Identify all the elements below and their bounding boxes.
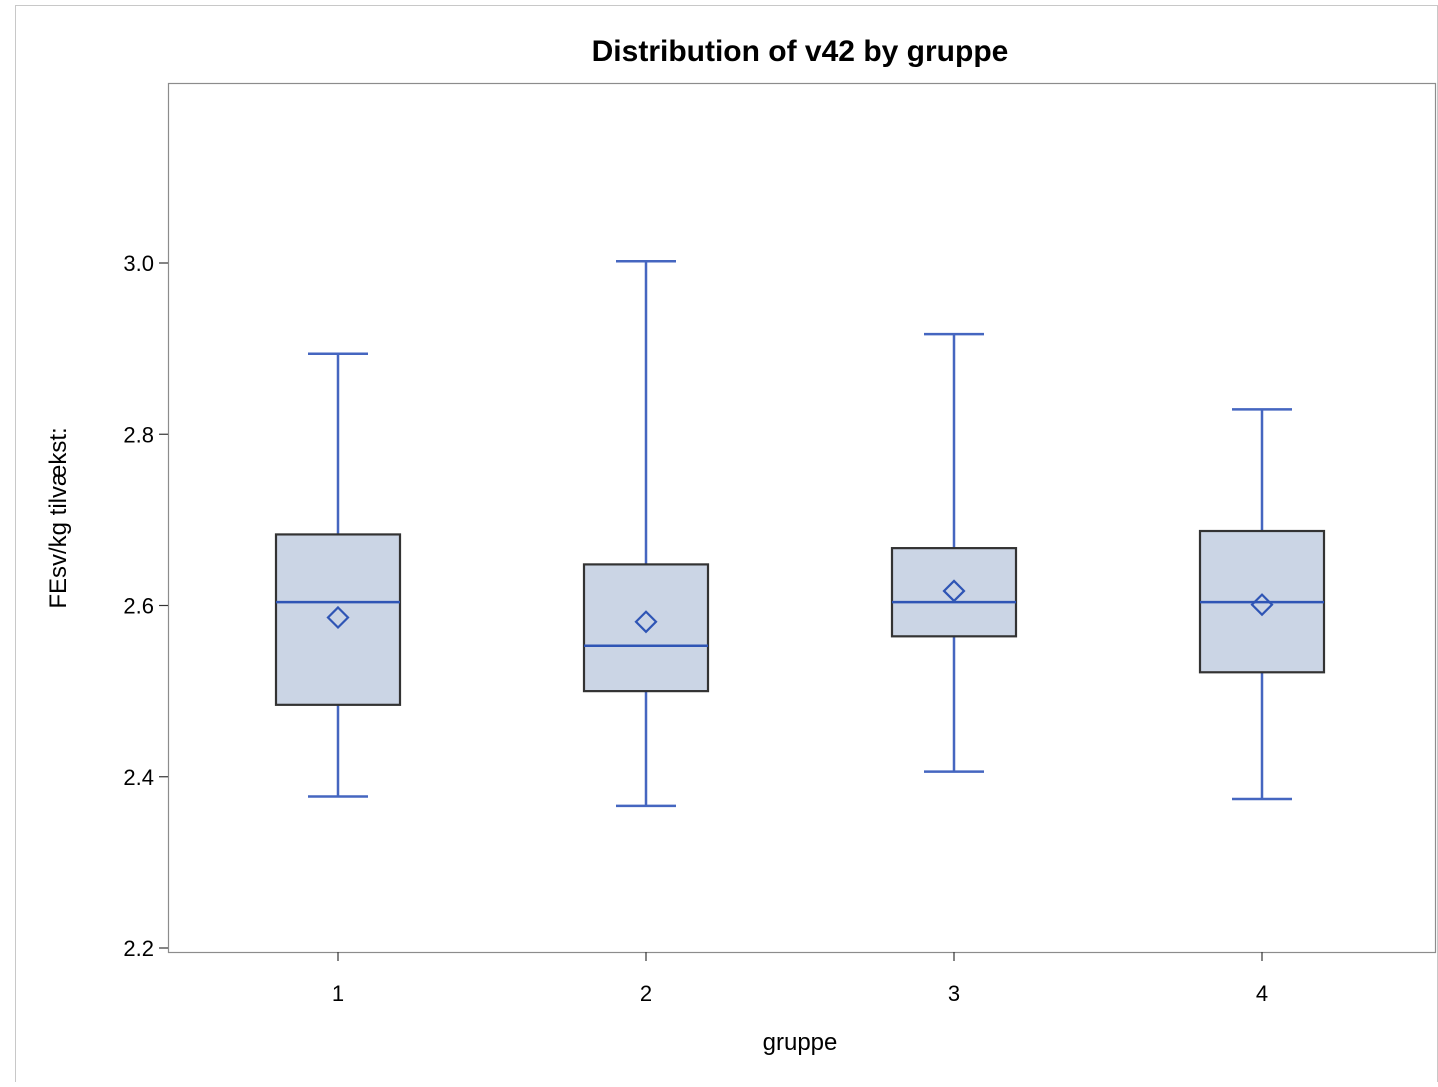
- box-group-2: [582, 260, 710, 808]
- mean-marker: [942, 579, 966, 603]
- y-tick-label: 2.4: [123, 765, 154, 790]
- y-axis-label: FEsv/kg tilvækst:: [45, 427, 72, 608]
- iqr-box: [890, 547, 1018, 638]
- x-tick-label: 1: [332, 981, 344, 1006]
- mean-marker: [634, 610, 658, 634]
- x-axis-label: gruppe: [763, 1029, 838, 1056]
- y-tick-label: 2.2: [123, 936, 154, 961]
- box-group-3: [890, 332, 1018, 773]
- iqr-box: [582, 563, 710, 693]
- box-group-1: [274, 352, 402, 798]
- y-axis: 2.2 2.4 2.6 2.8 3.0: [123, 251, 168, 961]
- plot-frame: [167, 82, 1437, 954]
- x-tick-label: 4: [1256, 981, 1268, 1006]
- box-group-4: [1198, 408, 1326, 801]
- chart-title: Distribution of v42 by gruppe: [592, 35, 1009, 68]
- boxes-layer: [274, 260, 1326, 808]
- x-tick-label: 2: [640, 981, 652, 1006]
- y-tick-label: 3.0: [123, 251, 154, 276]
- x-axis: 1 2 3 4: [332, 952, 1268, 1006]
- mean-marker: [326, 605, 350, 630]
- y-tick-label: 2.8: [123, 422, 154, 447]
- mean-marker: [1250, 593, 1274, 617]
- iqr-box: [274, 533, 402, 706]
- x-tick-label: 3: [948, 981, 960, 1006]
- y-tick-label: 2.6: [123, 594, 154, 619]
